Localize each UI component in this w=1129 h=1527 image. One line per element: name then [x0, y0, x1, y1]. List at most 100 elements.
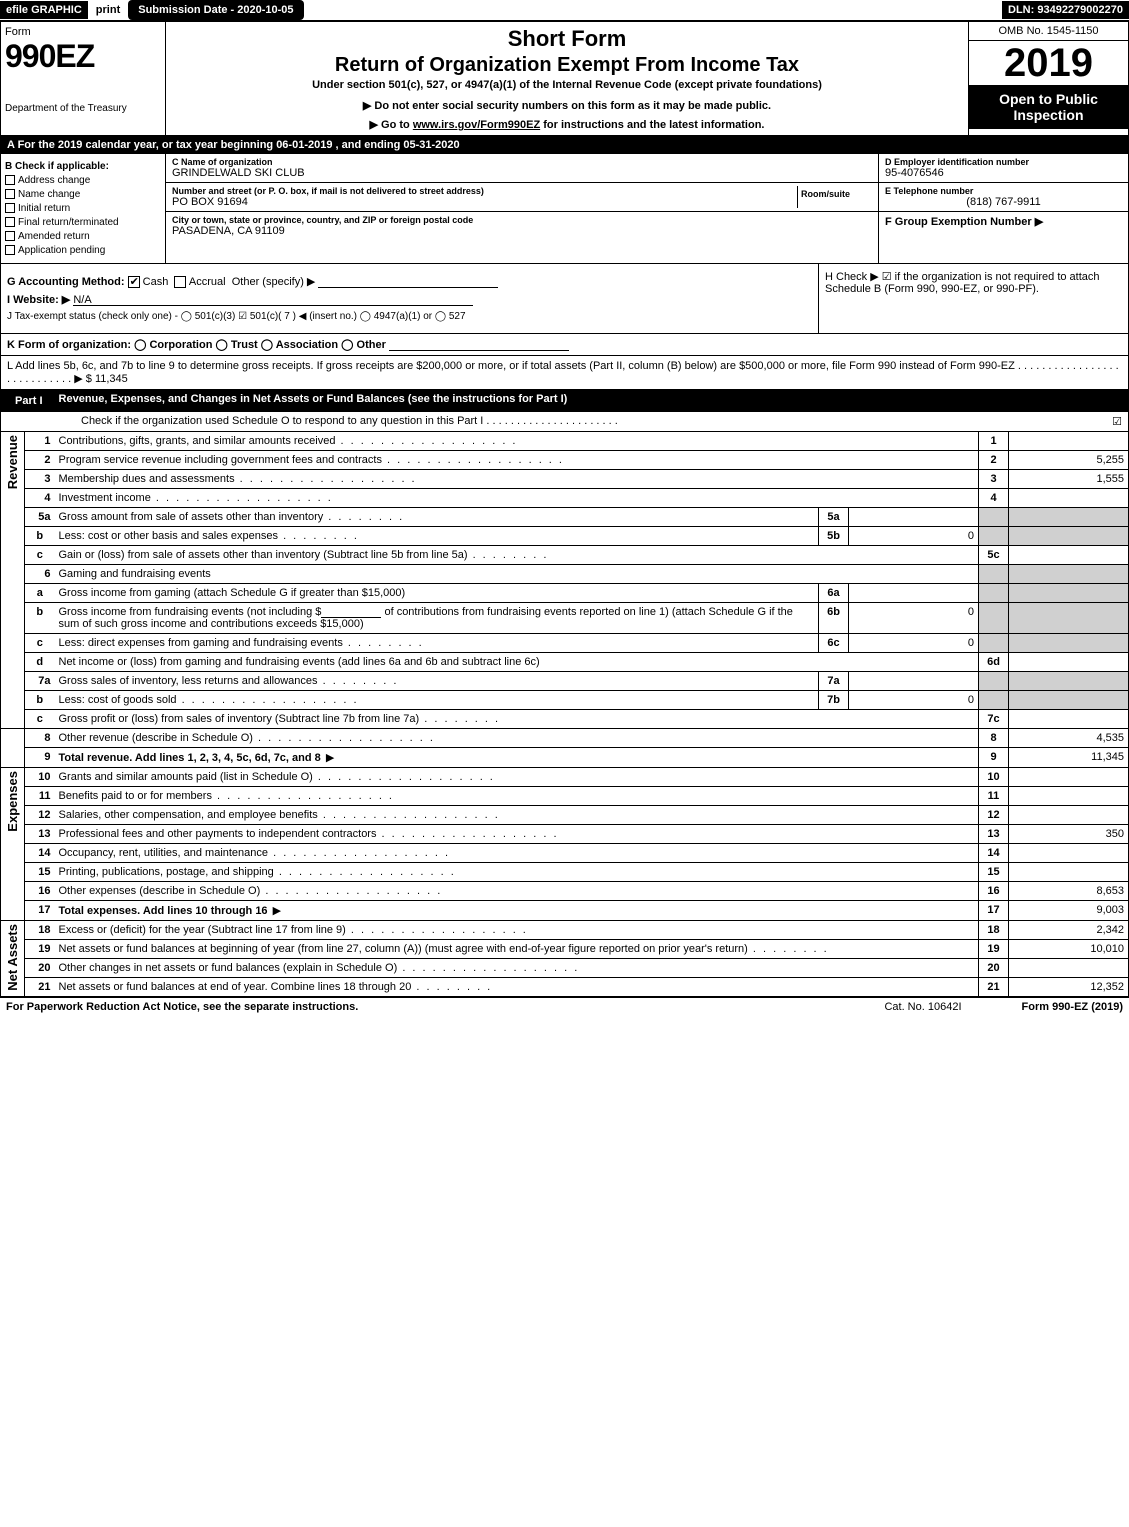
ln7a-grey	[979, 672, 1009, 691]
ln19-rv: 10,010	[1009, 940, 1129, 959]
ln15-rv	[1009, 863, 1129, 882]
ln2-rv: 5,255	[1009, 451, 1129, 470]
chk-address[interactable]	[5, 175, 15, 185]
header-mid: Short Form Return of Organization Exempt…	[166, 22, 968, 135]
ln7c-num: c	[25, 710, 55, 729]
ln19-rl: 19	[979, 940, 1009, 959]
ln21-num: 21	[25, 978, 55, 997]
ln5c-num: c	[25, 546, 55, 565]
ln5c-rl: 5c	[979, 546, 1009, 565]
city-label: City or town, state or province, country…	[172, 215, 872, 225]
ln6-grey2	[1009, 565, 1129, 584]
expenses-table: Expenses 10 Grants and similar amounts p…	[0, 768, 1129, 921]
lbl-pending: Application pending	[18, 245, 105, 256]
ln3-rv: 1,555	[1009, 470, 1129, 489]
form-word: Form	[5, 26, 161, 38]
k-other-input[interactable]	[389, 339, 569, 351]
open-public: Open to Public Inspection	[969, 85, 1128, 129]
ln20-rl: 20	[979, 959, 1009, 978]
ln19-desc: Net assets or fund balances at beginning…	[59, 943, 829, 955]
ln18-num: 18	[25, 921, 55, 940]
part1-header: Part I Revenue, Expenses, and Changes in…	[0, 390, 1129, 412]
ln20-rv	[1009, 959, 1129, 978]
lbl-other: Other (specify) ▶	[232, 276, 316, 288]
tab-expenses: Expenses	[1, 768, 25, 921]
ln8-num: 8	[25, 729, 55, 748]
chk-name[interactable]	[5, 189, 15, 199]
website-val: N/A	[73, 294, 91, 306]
cat-no: Cat. No. 10642I	[884, 1001, 961, 1013]
ln4-num: 4	[25, 489, 55, 508]
goto-post: for instructions and the latest informat…	[540, 119, 764, 131]
submission-date: Submission Date - 2020-10-05	[128, 0, 303, 20]
other-input[interactable]	[318, 276, 498, 288]
chk-accrual[interactable]	[174, 276, 186, 288]
ln6c-grey2	[1009, 634, 1129, 653]
lbl-name: Name change	[18, 189, 80, 200]
street-val: PO BOX 91694	[172, 196, 797, 208]
header-right: OMB No. 1545-1150 2019 Open to Public In…	[968, 22, 1128, 135]
ln1-desc: Contributions, gifts, grants, and simila…	[59, 435, 518, 447]
ln5a-grey	[979, 508, 1009, 527]
ln6a-grey2	[1009, 584, 1129, 603]
ln12-rv	[1009, 806, 1129, 825]
ln3-desc: Membership dues and assessments	[59, 473, 417, 485]
id-column: D Employer identification number 95-4076…	[878, 154, 1128, 263]
ln14-rl: 14	[979, 844, 1009, 863]
irs-link[interactable]: www.irs.gov/Form990EZ	[413, 119, 540, 131]
i-label: I Website: ▶	[7, 294, 70, 306]
k-text: K Form of organization: ◯ Corporation ◯ …	[7, 339, 386, 351]
phone-val: (818) 767-9911	[885, 196, 1122, 208]
tax-year: 2019	[969, 41, 1128, 85]
ln6b-blank[interactable]	[321, 606, 381, 618]
chk-cash[interactable]	[128, 276, 140, 288]
ln6c-num: c	[25, 634, 55, 653]
ln4-rl: 4	[979, 489, 1009, 508]
ln6a-grey	[979, 584, 1009, 603]
form-rev: Form 990-EZ (2019)	[1022, 1001, 1123, 1013]
ln6d-rv	[1009, 653, 1129, 672]
part1-check-row: Check if the organization used Schedule …	[0, 412, 1129, 432]
top-bar: efile GRAPHIC print Submission Date - 20…	[0, 0, 1129, 21]
ln10-rl: 10	[979, 768, 1009, 787]
ln17-num: 17	[25, 901, 55, 921]
ln4-rv	[1009, 489, 1129, 508]
ln6c-desc: Less: direct expenses from gaming and fu…	[59, 637, 424, 649]
ln8-desc: Other revenue (describe in Schedule O)	[59, 732, 435, 744]
ln18-rl: 18	[979, 921, 1009, 940]
chk-initial[interactable]	[5, 203, 15, 213]
ln6c-bv: 0	[849, 634, 979, 653]
print-button[interactable]: print	[88, 1, 128, 19]
ln7c-desc: Gross profit or (loss) from sales of inv…	[59, 713, 501, 725]
ln2-rl: 2	[979, 451, 1009, 470]
ln10-rv	[1009, 768, 1129, 787]
ln16-rl: 16	[979, 882, 1009, 901]
ln5c-desc: Gain or (loss) from sale of assets other…	[59, 549, 549, 561]
ln7b-grey	[979, 691, 1009, 710]
chk-amended[interactable]	[5, 231, 15, 241]
l-line: L Add lines 5b, 6c, and 7b to line 9 to …	[0, 356, 1129, 390]
ln9-rl: 9	[979, 748, 1009, 768]
ln7c-rv	[1009, 710, 1129, 729]
part1-checkbox[interactable]: ☑	[1112, 415, 1122, 428]
part1-check-text: Check if the organization used Schedule …	[81, 415, 1112, 428]
ln11-num: 11	[25, 787, 55, 806]
ln7a-desc: Gross sales of inventory, less returns a…	[59, 675, 399, 687]
footer: For Paperwork Reduction Act Notice, see …	[0, 997, 1129, 1016]
ln2-desc: Program service revenue including govern…	[59, 454, 564, 466]
chk-pending[interactable]	[5, 245, 15, 255]
ln6-num: 6	[25, 565, 55, 584]
ln15-desc: Printing, publications, postage, and shi…	[59, 866, 456, 878]
ln13-desc: Professional fees and other payments to …	[59, 828, 559, 840]
ln8-rl: 8	[979, 729, 1009, 748]
ln7a-grey2	[1009, 672, 1129, 691]
ln6-grey	[979, 565, 1009, 584]
ln5b-grey	[979, 527, 1009, 546]
chk-final[interactable]	[5, 217, 15, 227]
no-ssn-notice: ▶ Do not enter social security numbers o…	[170, 99, 964, 112]
ln5c-rv	[1009, 546, 1129, 565]
ln11-desc: Benefits paid to or for members	[59, 790, 395, 802]
ln6a-bv	[849, 584, 979, 603]
ln7b-bl: 7b	[819, 691, 849, 710]
ln11-rl: 11	[979, 787, 1009, 806]
